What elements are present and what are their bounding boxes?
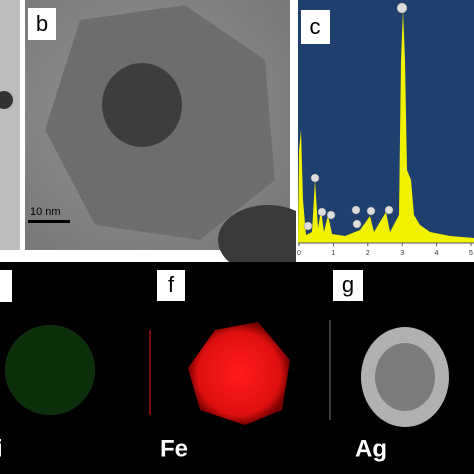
ni-map bbox=[5, 325, 95, 415]
fe-map bbox=[188, 322, 290, 425]
x-tick-label: 5 bbox=[469, 250, 473, 257]
spectrum bbox=[298, 10, 474, 243]
element-label: i bbox=[0, 435, 3, 462]
neighbor-particle bbox=[218, 205, 318, 275]
scale-bar bbox=[28, 220, 70, 223]
x-tick-label: 2 bbox=[366, 250, 370, 257]
panel-label: f bbox=[168, 272, 175, 297]
particle-core bbox=[102, 63, 182, 147]
panel-g: g Ag bbox=[329, 270, 449, 462]
label-box bbox=[301, 10, 330, 44]
x-tick-label: 4 bbox=[435, 250, 439, 257]
label-box bbox=[0, 270, 12, 302]
label-box bbox=[28, 8, 56, 40]
x-tick-label: 3 bbox=[400, 250, 404, 257]
label-box bbox=[157, 270, 185, 301]
x-tick-label: 1 bbox=[331, 250, 335, 257]
panel-e: i bbox=[0, 270, 95, 462]
scale-bar-label: 10 nm bbox=[30, 206, 61, 218]
panel-label: c bbox=[310, 14, 321, 39]
image bbox=[0, 0, 20, 250]
panel-c: c 0 1 2 3 4 5 bbox=[296, 0, 474, 262]
x-tick-label: 0 bbox=[297, 250, 301, 257]
ag-map-center bbox=[375, 343, 435, 411]
particle bbox=[0, 91, 13, 109]
element-label: Fe bbox=[160, 435, 188, 462]
element-label: Ag bbox=[355, 435, 387, 462]
label-box bbox=[333, 270, 363, 301]
panel-f: f Fe bbox=[149, 270, 290, 462]
panel-a bbox=[0, 0, 20, 250]
panel-label: b bbox=[36, 11, 48, 36]
panel-label: g bbox=[342, 272, 354, 297]
peak-markers bbox=[303, 2, 408, 231]
panel-b: b 10 nm bbox=[25, 0, 318, 275]
